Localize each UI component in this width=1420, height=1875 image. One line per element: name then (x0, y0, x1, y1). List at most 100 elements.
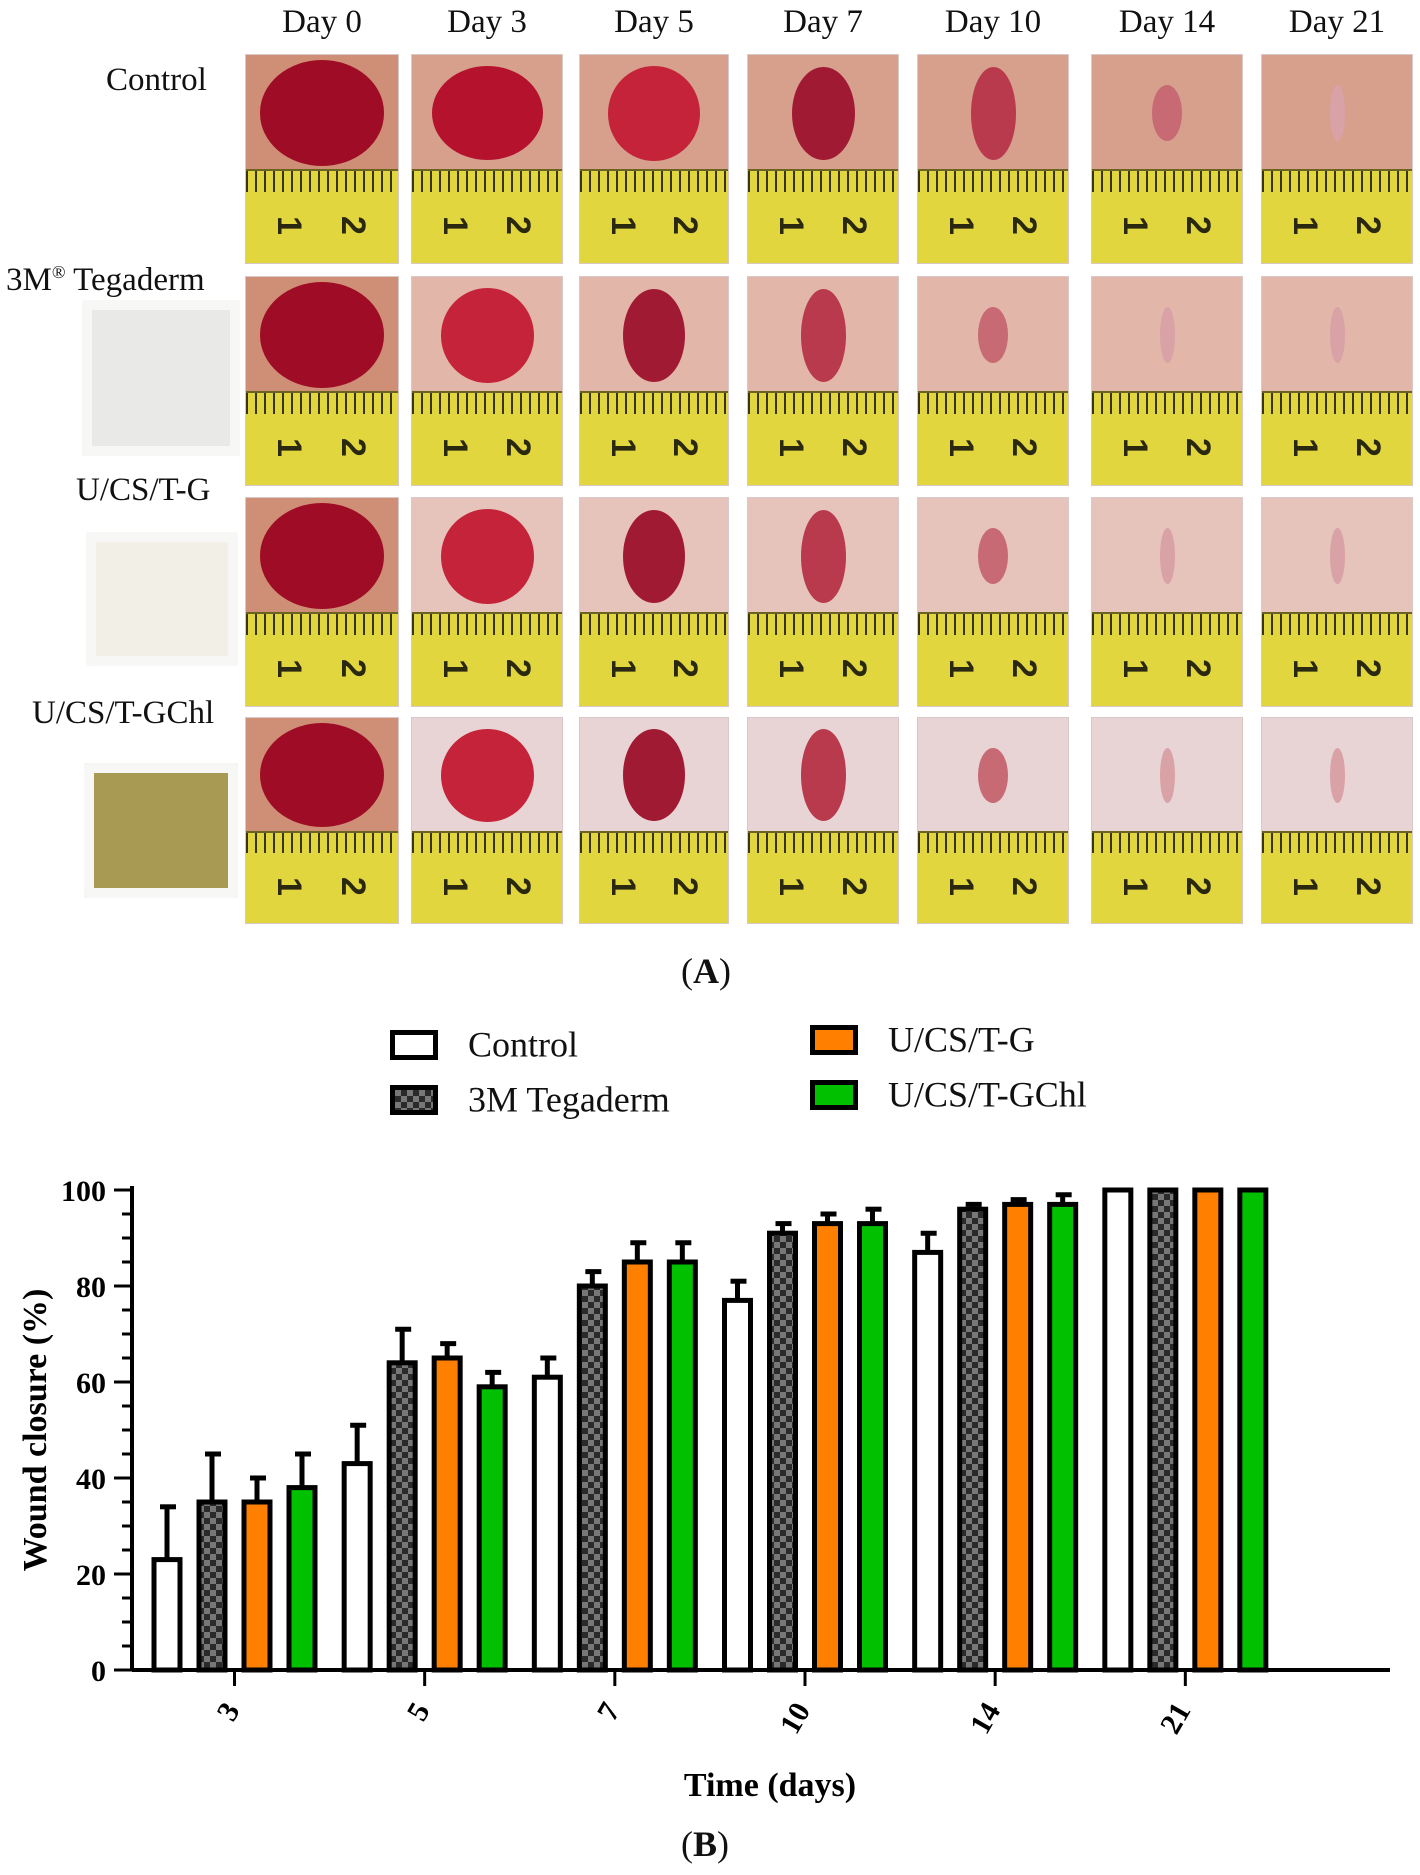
ruler-number: 1 (270, 659, 309, 679)
x-tick-label: 10 (773, 1697, 817, 1739)
ruler-number: 2 (498, 877, 537, 897)
wound-area (800, 288, 846, 382)
bar (957, 1206, 989, 1673)
day-header: Day 21 (1288, 4, 1386, 40)
panel-a-label: (A) (681, 951, 731, 991)
ruler-number: 1 (1285, 438, 1324, 458)
wound-area (978, 528, 1008, 585)
legend-swatch (810, 1079, 858, 1110)
bar (531, 1374, 563, 1673)
day-header: Day 14 (1118, 4, 1216, 40)
wound-area (440, 508, 534, 604)
ruler-number: 2 (1348, 438, 1387, 458)
wound-area (791, 66, 855, 160)
bar (1047, 1201, 1079, 1673)
ruler-number: 2 (665, 877, 704, 897)
y-tick-label: 100 (61, 1175, 106, 1208)
legend-swatch (390, 1029, 438, 1060)
row-label: 3M® Tegaderm (6, 262, 205, 298)
row-label: U/CS/T-GChl (32, 695, 215, 731)
x-tick-label: 7 (591, 1697, 627, 1726)
wound-area (431, 66, 543, 161)
bar (621, 1259, 653, 1673)
day-header: Day 5 (614, 4, 694, 40)
wound-area (622, 729, 686, 822)
ruler-number: 1 (270, 438, 309, 458)
bar (431, 1355, 463, 1673)
bar (386, 1360, 418, 1673)
legend-label: U/CS/T-GChl (888, 1074, 1087, 1115)
ruler-number: 1 (771, 877, 810, 897)
ruler-number: 2 (334, 877, 373, 897)
wound-area (608, 65, 700, 161)
bar (722, 1297, 753, 1673)
legend-label: Control (468, 1024, 579, 1065)
bar (666, 1259, 698, 1673)
ruler-number: 1 (603, 877, 642, 897)
ruler-number: 1 (270, 877, 309, 897)
bar (341, 1461, 373, 1673)
ruler-number: 2 (1004, 438, 1043, 458)
ruler-number: 1 (603, 438, 642, 458)
ruler-number: 1 (603, 659, 642, 679)
ruler-number: 1 (771, 438, 810, 458)
legend-label: U/CS/T-G (888, 1019, 1035, 1060)
wound-area (622, 288, 686, 382)
ruler-number: 2 (1348, 659, 1387, 679)
ruler-number: 1 (1115, 438, 1154, 458)
ruler-number: 1 (603, 216, 642, 236)
x-tick-label: 14 (964, 1697, 1008, 1739)
ruler-number: 1 (1285, 659, 1324, 679)
wound-area (259, 282, 385, 389)
ruler-number: 2 (334, 659, 373, 679)
wound-area (1329, 85, 1345, 142)
wound-area (1329, 528, 1345, 585)
panel-b-label: (B) (681, 1824, 730, 1864)
ruler-number: 2 (665, 438, 704, 458)
bar (912, 1249, 944, 1673)
bar (241, 1499, 273, 1673)
ruler-number: 2 (1004, 659, 1043, 679)
day-header: Day 0 (282, 4, 362, 40)
ruler-number: 2 (1004, 216, 1043, 236)
legend-label: 3M Tegaderm (468, 1079, 670, 1120)
wound-area (800, 509, 846, 603)
wound-area (259, 723, 385, 828)
dressing-sample-photo (82, 300, 240, 456)
ruler-number: 1 (771, 216, 810, 236)
bar (812, 1221, 843, 1673)
wound-area (1159, 307, 1175, 364)
ruler-number: 1 (1115, 216, 1154, 236)
bar (151, 1557, 183, 1673)
bar (196, 1499, 228, 1673)
